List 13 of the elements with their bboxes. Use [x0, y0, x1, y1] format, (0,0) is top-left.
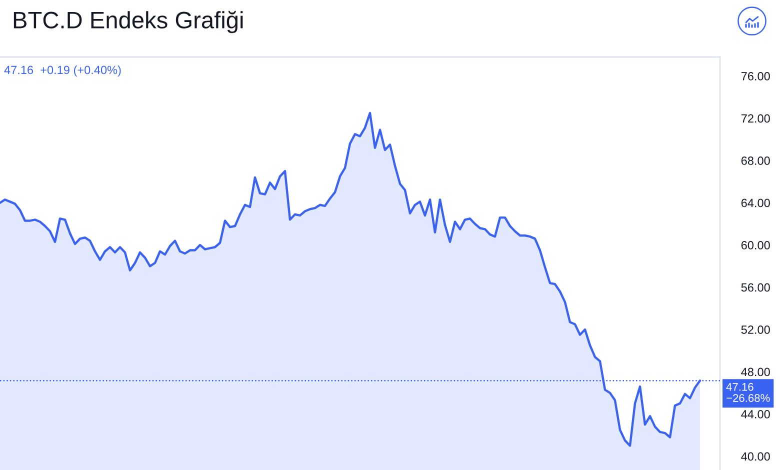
y-tick-label: 40.00 [741, 452, 770, 461]
y-tick-label: 44.00 [741, 410, 770, 418]
y-tick-label: 76.00 [741, 72, 770, 80]
y-tick-label: 52.00 [741, 326, 770, 334]
chart-title: BTC.D Endeks Grafiği [14, 10, 243, 34]
y-tick-label: 72.00 [741, 114, 770, 123]
y-tick-label: 60.00 [741, 241, 770, 250]
y-tick-label: 68.00 [741, 156, 770, 165]
annotation: 47.16 +0.19 (+0.40%) [4, 66, 121, 76]
ref-line-label: 47.16 −26.68% [726, 382, 770, 402]
y-tick-label: 48.00 [741, 368, 770, 376]
y-tick-label: 56.00 [741, 283, 770, 292]
y-tick-label: 64.00 [741, 198, 770, 208]
